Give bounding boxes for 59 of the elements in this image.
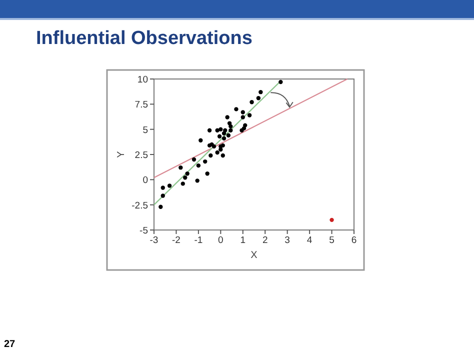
point [203, 159, 208, 164]
point [167, 184, 172, 188]
x-tick-label: 6 [351, 235, 357, 246]
x-tick-label: 2 [262, 235, 268, 246]
point [208, 153, 213, 158]
point [240, 115, 245, 120]
x-tick-label: 4 [306, 235, 312, 246]
x-tick-label: 3 [284, 235, 290, 246]
x-tick-label: -2 [172, 235, 180, 246]
point [160, 186, 165, 190]
point [178, 165, 183, 170]
point [223, 128, 228, 132]
point [183, 176, 188, 180]
point [222, 136, 226, 140]
point [243, 123, 248, 128]
point [192, 157, 196, 162]
point [180, 182, 185, 186]
y-axis-title: Y [116, 150, 127, 158]
x-axis-title: X [250, 250, 258, 261]
point [228, 128, 233, 132]
point [250, 100, 254, 104]
point [217, 134, 222, 138]
point [228, 124, 233, 128]
point [218, 147, 223, 152]
point [212, 144, 216, 149]
y-tick-label: -2.5 [132, 200, 148, 212]
point [220, 153, 225, 158]
point [258, 90, 263, 94]
x-tick-label: 1 [240, 235, 246, 246]
point [160, 194, 165, 198]
y-tick-label: 2.5 [134, 150, 148, 161]
y-tick-label: 10 [137, 74, 148, 86]
point [198, 138, 203, 143]
x-tick-label: 5 [329, 235, 334, 246]
y-tick-label: 7.5 [134, 100, 148, 111]
point [215, 150, 220, 155]
x-tick-label: 0 [218, 235, 224, 246]
point [225, 115, 230, 120]
point [234, 107, 238, 112]
chart-title: Influential Observations [36, 28, 252, 49]
y-tick-label: 5 [142, 124, 148, 136]
x-tick-label: -1 [194, 235, 203, 246]
point [207, 128, 212, 132]
point [205, 172, 210, 176]
point [247, 113, 252, 118]
point [185, 172, 190, 176]
y-tick-label: 0 [142, 175, 148, 186]
point [278, 80, 283, 84]
text: 27 [4, 339, 16, 350]
x-tick-label: -3 [150, 235, 158, 246]
point [240, 110, 245, 114]
point [196, 163, 201, 168]
point [218, 127, 223, 132]
point [330, 218, 334, 222]
point [226, 133, 231, 138]
y-tick-label: -5 [140, 226, 148, 236]
point [195, 178, 200, 183]
point [256, 96, 261, 100]
point [158, 204, 163, 209]
